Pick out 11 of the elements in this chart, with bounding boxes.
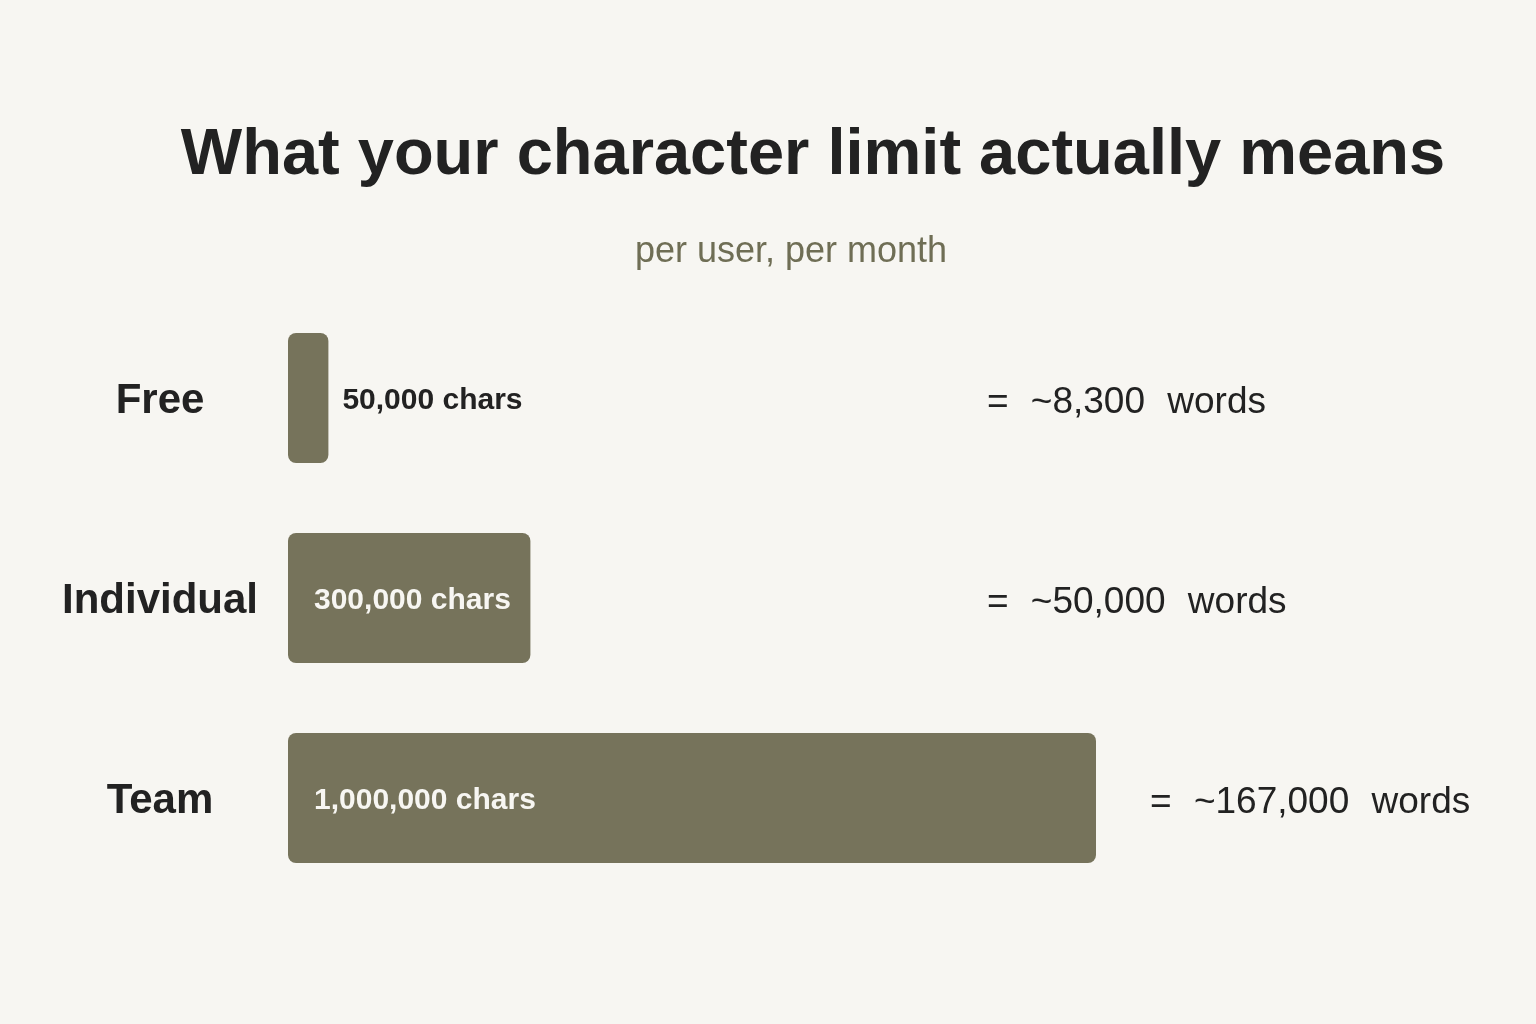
annotation: = ~50,000 words [986, 579, 1287, 621]
y-tick-label: Team [106, 774, 214, 822]
y-tick-label: Individual [61, 574, 259, 622]
data-label: 300,000 chars [314, 581, 511, 615]
chart-title: What your character limit actually means [180, 115, 1446, 188]
annotation: = ~8,300 words [986, 379, 1266, 421]
data-label: 50,000 chars [342, 381, 523, 415]
text: = ~167,000 words [1150, 779, 1471, 821]
data-label: 1,000,000 chars [314, 781, 536, 815]
chart-subtitle: per user, per month [634, 228, 948, 270]
y-tick-label: Free [115, 374, 205, 422]
